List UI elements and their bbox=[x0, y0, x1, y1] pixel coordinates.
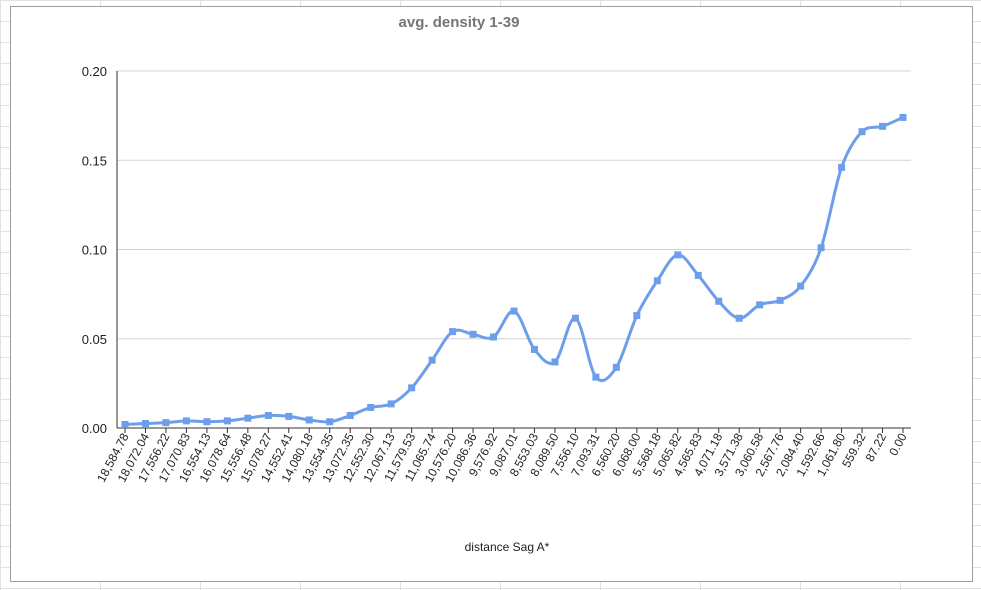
series-line bbox=[123, 115, 905, 426]
line-chart: avg. density 1-39 0.00 0.05 0.10 0.15 0.20 1… bbox=[82, 14, 911, 554]
data-point bbox=[571, 314, 579, 322]
data-point bbox=[715, 297, 723, 305]
y-tick-label: 0.00 bbox=[82, 421, 107, 436]
data-point bbox=[264, 412, 272, 420]
x-axis-label: distance Sag A* bbox=[465, 540, 550, 554]
y-tick-label: 0.15 bbox=[82, 153, 107, 168]
data-point bbox=[285, 412, 293, 420]
data-point bbox=[633, 312, 641, 320]
data-point bbox=[428, 356, 436, 364]
data-point bbox=[530, 345, 538, 353]
data-point bbox=[121, 420, 129, 428]
data-points bbox=[121, 113, 907, 428]
data-point bbox=[674, 251, 682, 259]
data-point bbox=[735, 314, 743, 322]
data-point bbox=[203, 418, 211, 426]
data-point bbox=[776, 296, 784, 304]
data-point bbox=[858, 128, 866, 136]
data-point bbox=[182, 417, 190, 425]
data-point bbox=[510, 307, 518, 315]
data-point bbox=[162, 419, 170, 427]
y-tick-label: 0.10 bbox=[82, 243, 107, 258]
gridlines bbox=[117, 70, 911, 340]
data-point bbox=[367, 403, 375, 411]
y-tick-label: 0.05 bbox=[82, 332, 107, 347]
axes bbox=[116, 71, 911, 433]
x-tick-label: 87.22 bbox=[863, 431, 890, 464]
data-point bbox=[387, 400, 395, 408]
y-tick-labels: 0.00 0.05 0.10 0.15 0.20 bbox=[82, 64, 107, 436]
y-tick-label: 0.20 bbox=[82, 64, 107, 79]
data-point bbox=[551, 358, 559, 366]
x-tick-labels: 18,584.7818,072.0417,556.2217,070.8316,5… bbox=[94, 431, 910, 485]
chart-title: avg. density 1-39 bbox=[399, 14, 520, 31]
chart-frame: avg. density 1-39 0.00 0.05 0.10 0.15 0.20 1… bbox=[10, 6, 973, 582]
data-point bbox=[756, 301, 764, 309]
data-point bbox=[223, 417, 231, 425]
data-point bbox=[408, 384, 416, 392]
data-point bbox=[899, 113, 907, 121]
data-point bbox=[469, 330, 477, 338]
data-point bbox=[326, 418, 334, 426]
x-tick-label: 0.00 bbox=[886, 431, 909, 458]
data-point bbox=[141, 420, 149, 428]
data-point bbox=[612, 363, 620, 371]
data-point bbox=[305, 416, 313, 424]
data-point bbox=[346, 412, 354, 420]
data-point bbox=[817, 244, 825, 252]
data-point bbox=[490, 333, 498, 341]
data-point bbox=[694, 271, 702, 279]
data-point bbox=[449, 328, 457, 336]
data-point bbox=[838, 163, 846, 171]
data-point bbox=[592, 373, 600, 381]
data-point bbox=[244, 414, 252, 422]
data-point bbox=[879, 122, 887, 130]
data-point bbox=[797, 282, 805, 290]
data-point bbox=[653, 277, 661, 285]
